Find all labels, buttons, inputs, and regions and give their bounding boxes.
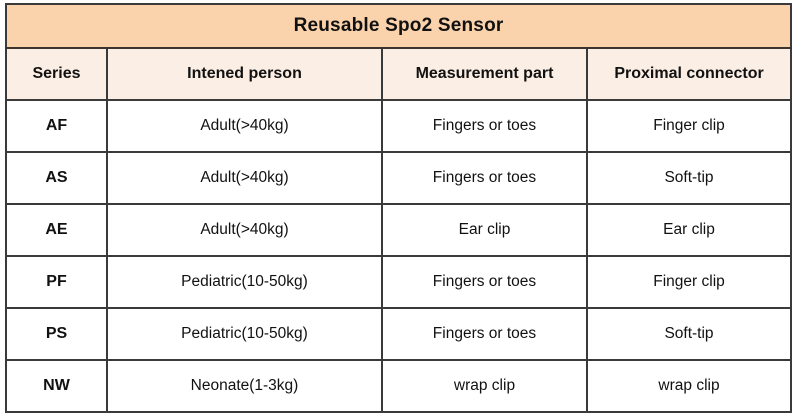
table-row: AF Adult(>40kg) Fingers or toes Finger c… <box>5 99 793 153</box>
cell-intended-person: Adult(>40kg) <box>106 99 383 153</box>
column-header-intended-person: Intened person <box>106 47 383 101</box>
cell-proximal-connector: Soft-tip <box>585 151 793 205</box>
column-header-series: Series <box>5 47 108 101</box>
cell-measurement-part: Fingers or toes <box>381 151 588 205</box>
column-header-measurement-part: Measurement part <box>381 47 588 101</box>
cell-intended-person: Pediatric(10-50kg) <box>106 255 383 309</box>
table-title: Reusable Spo2 Sensor <box>4 3 793 49</box>
cell-measurement-part: Fingers or toes <box>381 255 588 309</box>
cell-series: AE <box>5 203 108 257</box>
cell-measurement-part: Ear clip <box>381 203 588 257</box>
cell-proximal-connector: Finger clip <box>585 255 793 309</box>
cell-proximal-connector: Soft-tip <box>585 307 793 361</box>
table-body: AF Adult(>40kg) Fingers or toes Finger c… <box>5 99 793 413</box>
cell-series: NW <box>5 359 108 413</box>
table-row: PF Pediatric(10-50kg) Fingers or toes Fi… <box>5 255 793 309</box>
table-row: NW Neonate(1-3kg) wrap clip wrap clip <box>5 359 793 413</box>
reusable-spo2-sensor-table: Reusable Spo2 Sensor Series Intened pers… <box>4 3 793 413</box>
cell-series: PF <box>5 255 108 309</box>
table-row: AE Adult(>40kg) Ear clip Ear clip <box>5 203 793 257</box>
cell-series: AF <box>5 99 108 153</box>
cell-intended-person: Neonate(1-3kg) <box>106 359 383 413</box>
table-title-row: Reusable Spo2 Sensor <box>4 3 793 49</box>
table-row: AS Adult(>40kg) Fingers or toes Soft-tip <box>5 151 793 205</box>
cell-intended-person: Adult(>40kg) <box>106 203 383 257</box>
cell-proximal-connector: wrap clip <box>585 359 793 413</box>
cell-series: PS <box>5 307 108 361</box>
column-header-proximal-connector: Proximal connector <box>585 47 793 101</box>
spec-table-container: Reusable Spo2 Sensor Series Intened pers… <box>4 3 793 413</box>
cell-measurement-part: wrap clip <box>381 359 588 413</box>
table-header-row: Series Intened person Measurement part P… <box>5 47 793 101</box>
cell-intended-person: Adult(>40kg) <box>106 151 383 205</box>
cell-measurement-part: Fingers or toes <box>381 99 588 153</box>
cell-intended-person: Pediatric(10-50kg) <box>106 307 383 361</box>
cell-proximal-connector: Ear clip <box>585 203 793 257</box>
cell-proximal-connector: Finger clip <box>585 99 793 153</box>
table-row: PS Pediatric(10-50kg) Fingers or toes So… <box>5 307 793 361</box>
cell-measurement-part: Fingers or toes <box>381 307 588 361</box>
cell-series: AS <box>5 151 108 205</box>
